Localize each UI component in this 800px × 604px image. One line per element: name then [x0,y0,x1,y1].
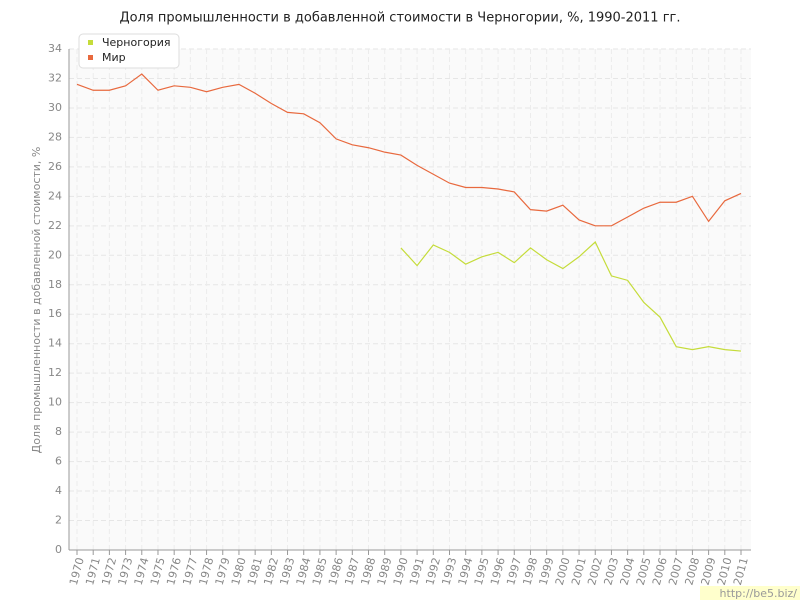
y-tick-label: 2 [55,514,62,527]
y-tick-label: 34 [48,42,62,55]
y-tick-label: 26 [48,160,62,173]
legend-label: Черногория [102,36,170,49]
y-tick-label: 32 [48,71,62,84]
y-tick-label: 8 [55,425,62,438]
y-tick-label: 0 [55,543,62,556]
series-line [400,241,742,352]
legend-label: Мир [102,51,126,64]
y-tick-label: 14 [48,337,62,350]
watermark-bg [700,586,800,600]
y-tick-label: 30 [48,101,62,114]
y-tick-label: 20 [48,248,62,261]
y-axis-label: Доля промышленности в добавленной стоимо… [30,147,43,454]
y-tick-label: 24 [48,189,62,202]
chart-title: Доля промышленности в добавленной стоимо… [119,11,680,26]
y-tick-label: 28 [48,130,62,143]
y-tick-label: 16 [48,307,62,320]
plot-area [69,49,751,550]
series-line [76,73,742,227]
legend-box [78,33,180,69]
y-tick-label: 22 [48,219,62,232]
legend-swatch [88,55,93,60]
y-tick-label: 10 [48,396,62,409]
legend-swatch [88,40,93,45]
y-tick-label: 12 [48,366,62,379]
y-tick-label: 18 [48,278,62,291]
y-tick-label: 6 [55,455,62,468]
watermark: http://be5.biz/ [720,587,798,600]
y-tick-label: 4 [55,484,62,497]
